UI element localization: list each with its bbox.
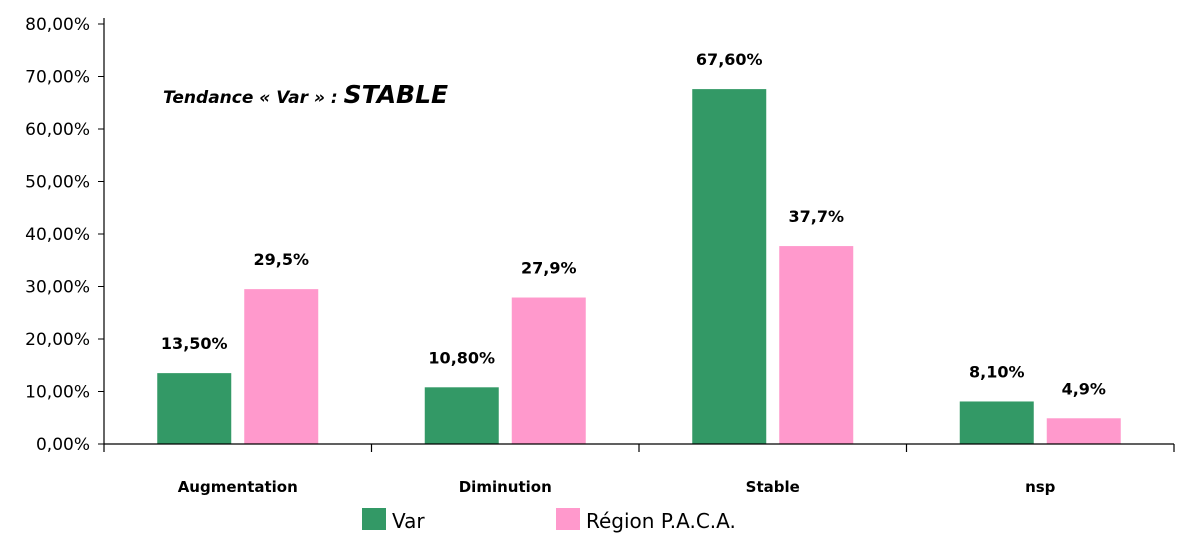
- annotation-prefix: Tendance « Var » :: [163, 88, 344, 108]
- legend-label: Région P.A.C.A.: [586, 509, 736, 533]
- bar-var-stable: [692, 89, 767, 444]
- y-tick-label: 60,00%: [25, 120, 90, 140]
- bar-var-nsp: [959, 401, 1034, 444]
- x-category-label: Augmentation: [178, 478, 298, 496]
- x-category-label: nsp: [1025, 478, 1056, 496]
- bar-r-gion-p-a-c-a--nsp: [1046, 418, 1121, 444]
- y-tick-label: 0,00%: [36, 435, 90, 455]
- data-label: 8,10%: [969, 362, 1025, 381]
- x-category-label: Stable: [746, 478, 800, 496]
- data-label: 67,60%: [696, 50, 763, 69]
- y-tick-label: 80,00%: [25, 15, 90, 35]
- bar-var-augmentation: [157, 373, 232, 444]
- chart-annotation: Tendance « Var » : STABLE: [163, 80, 448, 109]
- bars: 13,50% 29,5% 10,80% 27,9% 67,60% 37,7% 8,10% 4,…: [157, 50, 1121, 444]
- y-tick-label: 20,00%: [25, 330, 90, 350]
- x-axis-labels: Augmentation Diminution Stable nsp: [178, 478, 1056, 496]
- bar-var-diminution: [424, 387, 499, 444]
- bar-r-gion-p-a-c-a--augmentation: [244, 289, 319, 444]
- bar-r-gion-p-a-c-a--stable: [779, 246, 854, 444]
- annotation-emphasis: STABLE: [344, 80, 449, 109]
- legend-swatch: [556, 508, 580, 530]
- y-tick-label: 30,00%: [25, 278, 90, 298]
- data-label: 27,9%: [521, 259, 577, 278]
- bar-r-gion-p-a-c-a--diminution: [511, 297, 586, 444]
- data-label: 29,5%: [253, 250, 309, 269]
- legend: Var Région P.A.C.A.: [362, 508, 736, 533]
- y-tick-label: 50,00%: [25, 173, 90, 193]
- data-label: 37,7%: [788, 207, 844, 226]
- data-label: 4,9%: [1062, 379, 1106, 398]
- legend-label: Var: [392, 509, 425, 533]
- svg-text:Tendance « Var » : STAB: Tendance « Var » : STABLE: [163, 80, 448, 109]
- y-tick-label: 40,00%: [25, 225, 90, 245]
- y-tick-label: 10,00%: [25, 383, 90, 403]
- axes: [103, 18, 1175, 452]
- y-axis-ticks: 0,00% 10,00% 20,00% 30,00% 40,00% 50,00% 60,00…: [25, 15, 104, 455]
- legend-swatch: [362, 508, 386, 530]
- data-label: 13,50%: [161, 334, 228, 353]
- y-tick-label: 70,00%: [25, 68, 90, 88]
- x-category-label: Diminution: [459, 478, 552, 496]
- data-label: 10,80%: [428, 348, 495, 367]
